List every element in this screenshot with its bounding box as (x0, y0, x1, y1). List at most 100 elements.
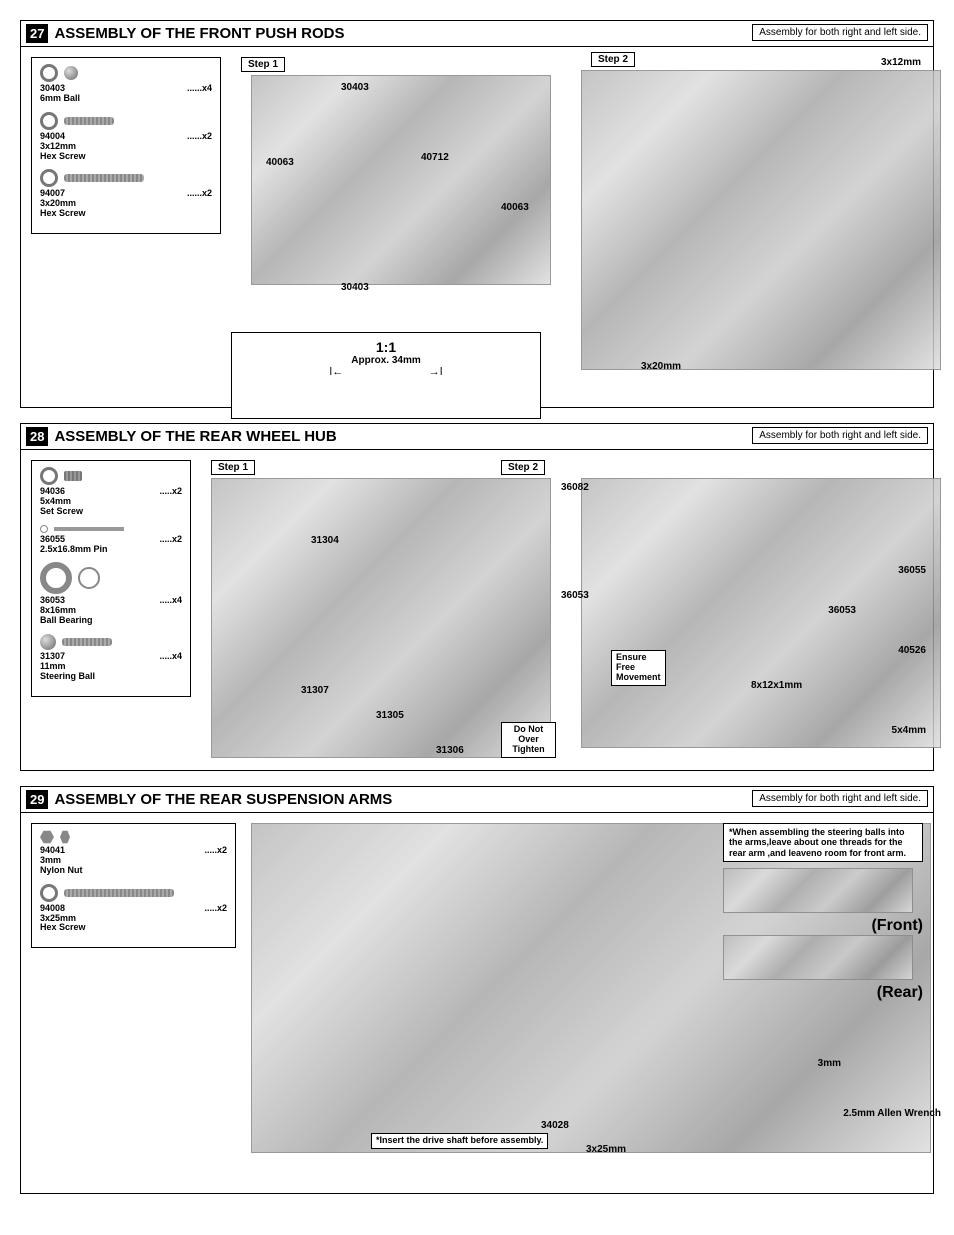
hex-head-icon (40, 467, 58, 485)
section-28-body: 940365x4mmSet Screw.....x2 360552.5x16.8… (21, 450, 933, 770)
section-29-number: 29 (26, 790, 48, 809)
part-row: 360552.5x16.8mm Pin.....x2 (40, 525, 182, 555)
section-27-step1-area: Step 1 30403 40063 40712 40063 30403 (231, 57, 561, 285)
part-id: 94036 (40, 486, 65, 496)
part-row: 360538x16mmBall Bearing .....x4 (40, 562, 182, 626)
part-desc: 2.5x16.8mm Pin (40, 544, 108, 554)
part-desc: 6mm Ball (40, 93, 80, 103)
nut-side-icon (60, 830, 70, 844)
rear-arm-thread-diagram (723, 935, 913, 980)
section-28-number: 28 (26, 427, 48, 446)
step1-label: Step 1 (211, 460, 255, 475)
section-29-side-note: Assembly for both right and left side. (752, 790, 928, 807)
callout-34028: 34028 (541, 1120, 569, 1131)
part-qty: ......x4 (187, 84, 212, 104)
part-row: 940083x25mmHex Screw.....x2 (40, 884, 227, 934)
hex-head-icon (40, 112, 58, 130)
chassis-pushrod-diagram (581, 70, 941, 370)
parts-box-29: 940413mmNylon Nut.....x2 940083x25mmHex … (31, 823, 236, 948)
section-27: 27 ASSEMBLY OF THE FRONT PUSH RODS Assem… (20, 20, 934, 408)
callout-3x25mm: 3x25mm (586, 1144, 626, 1155)
hex-head-icon (40, 884, 58, 902)
scale-ratio: 1:1 (238, 339, 534, 355)
section-27-number: 27 (26, 24, 48, 43)
insert-driveshaft-note: *Insert the drive shaft before assembly. (371, 1133, 548, 1149)
section-28-step1-area: Step 1 31304 31307 31305 31306 Do NotOve… (211, 460, 561, 758)
hex-head-icon (40, 169, 58, 187)
part-desc: 11mmSteering Ball (40, 661, 95, 681)
part-qty: .....x4 (159, 596, 182, 626)
section-27-step2-area: Step 2 3x12mm 3x20mm (581, 52, 941, 370)
callout-3x12mm: 3x12mm (881, 57, 921, 68)
section-27-title: ASSEMBLY OF THE FRONT PUSH RODS (54, 25, 344, 42)
screw-icon (64, 117, 114, 125)
screw-icon (64, 889, 174, 897)
part-qty: ......x2 (187, 189, 212, 219)
part-row: 940365x4mmSet Screw.....x2 (40, 467, 182, 517)
scale-reference-box: 1:1 Approx. 34mm ǀ← →ǀ (231, 332, 541, 419)
section-29-body: 940413mmNylon Nut.....x2 940083x25mmHex … (21, 813, 933, 1193)
part-id: 36055 (40, 534, 65, 544)
section-27-body: 304036mm Ball......x4 940043x12mmHex Scr… (21, 47, 933, 407)
part-desc: 3x25mmHex Screw (40, 913, 86, 933)
part-qty: .....x2 (204, 904, 227, 934)
part-desc: 3x20mmHex Screw (40, 198, 86, 218)
part-id: 94004 (40, 131, 65, 141)
callout-allen-wrench: 2.5mm Allen Wrench (843, 1108, 941, 1119)
callout-31304: 31304 (311, 535, 339, 546)
section-29-title: ASSEMBLY OF THE REAR SUSPENSION ARMS (54, 791, 392, 808)
section-29-parts-col: 940413mmNylon Nut.....x2 940083x25mmHex … (31, 823, 241, 948)
rear-hub-assembled-diagram (581, 478, 941, 748)
nut-icon (40, 830, 54, 844)
callout-31306: 31306 (436, 745, 464, 756)
callout-8x12x1mm: 8x12x1mm (751, 680, 802, 691)
steering-ball-threads-note: *When assembling the steering balls into… (723, 823, 923, 862)
ball-icon (40, 64, 58, 82)
parts-box-28: 940365x4mmSet Screw.....x2 360552.5x16.8… (31, 460, 191, 697)
callout-36055: 36055 (898, 565, 926, 576)
callout-30403: 30403 (341, 82, 369, 93)
part-desc: 5x4mmSet Screw (40, 496, 83, 516)
section-29-insert: *When assembling the steering balls into… (723, 823, 923, 1002)
part-row: 304036mm Ball ......x4 (40, 64, 212, 104)
part-qty: .....x4 (159, 652, 182, 682)
part-row: 940043x12mmHex Screw ......x2 (40, 112, 212, 162)
part-id: 94041 (40, 845, 65, 855)
part-row: 940073x20mmHex Screw ......x2 (40, 169, 212, 219)
section-28-step2-area: Step 2 36082 36053 36055 36053 40526 8x1… (581, 460, 941, 748)
callout-36053: 36053 (561, 590, 589, 601)
part-id: 30403 (40, 83, 65, 93)
part-id: 31307 (40, 651, 65, 661)
bearing-side-icon (78, 567, 100, 589)
part-id: 36053 (40, 595, 65, 605)
pushrod-assembly-diagram (251, 75, 551, 285)
part-qty: ......x2 (187, 132, 212, 162)
callout-40063: 40063 (501, 202, 529, 213)
section-28-parts-col: 940365x4mmSet Screw.....x2 360552.5x16.8… (31, 460, 201, 697)
section-27-parts-col: 304036mm Ball ......x4 940043x12mmHex Scr… (31, 57, 231, 234)
section-28-title: ASSEMBLY OF THE REAR WHEEL HUB (54, 428, 336, 445)
callout-40526: 40526 (898, 645, 926, 656)
front-arm-thread-diagram (723, 868, 913, 913)
part-desc: 8x16mmBall Bearing (40, 605, 93, 625)
ball-icon (64, 66, 78, 80)
do-not-overtighten-box: Do NotOver Tighten (501, 722, 556, 758)
setscrew-icon (64, 471, 82, 481)
step1-label: Step 1 (241, 57, 285, 72)
part-id: 94007 (40, 188, 65, 198)
pin-end-icon (40, 525, 48, 533)
section-27-side-note: Assembly for both right and left side. (752, 24, 928, 41)
section-28: 28 ASSEMBLY OF THE REAR WHEEL HUB Assemb… (20, 423, 934, 771)
pin-icon (54, 527, 124, 531)
step2-label: Step 2 (501, 460, 545, 475)
bearing-icon (40, 562, 72, 594)
part-desc: 3x12mmHex Screw (40, 141, 86, 161)
callout-40712: 40712 (421, 152, 449, 163)
rear-label: (Rear) (723, 984, 923, 1002)
callout-31307: 31307 (301, 685, 329, 696)
steering-ball-icon (40, 634, 56, 650)
front-label: (Front) (723, 917, 923, 935)
callout-30403: 30403 (341, 282, 369, 293)
scale-rod-graphic (246, 384, 526, 406)
parts-box-27: 304036mm Ball ......x4 940043x12mmHex Scr… (31, 57, 221, 234)
